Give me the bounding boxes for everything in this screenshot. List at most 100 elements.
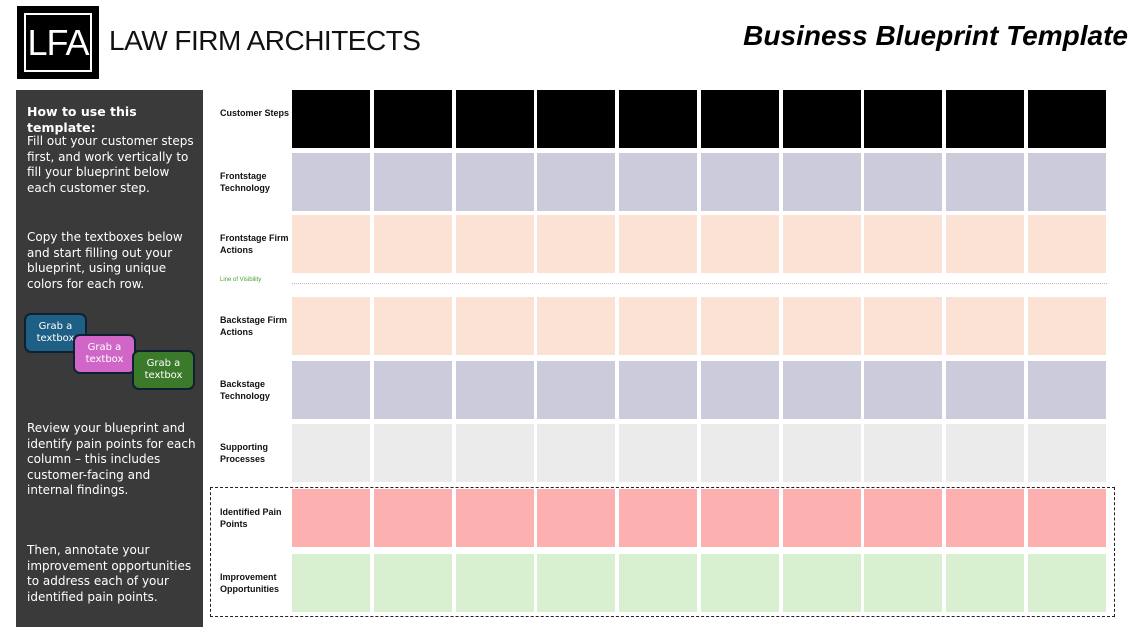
blueprint-cell[interactable] bbox=[292, 424, 370, 482]
blueprint-cell[interactable] bbox=[374, 215, 452, 273]
row-label: Improvement Opportunities bbox=[220, 572, 279, 594]
blueprint-cell[interactable] bbox=[456, 554, 534, 612]
blueprint-cell[interactable] bbox=[1028, 361, 1106, 419]
logo-text: LFA bbox=[24, 13, 92, 72]
blueprint-cell[interactable] bbox=[1028, 424, 1106, 482]
blueprint-cell[interactable] bbox=[374, 153, 452, 211]
blueprint-cell[interactable] bbox=[701, 90, 779, 148]
instructions-panel: How to use this template: Fill out your … bbox=[16, 90, 203, 627]
blueprint-cell[interactable] bbox=[946, 361, 1024, 419]
blueprint-cell[interactable] bbox=[374, 90, 452, 148]
blueprint-cell[interactable] bbox=[946, 489, 1024, 547]
blueprint-cell[interactable] bbox=[619, 215, 697, 273]
blueprint-cell[interactable] bbox=[1028, 215, 1106, 273]
blueprint-cell[interactable] bbox=[619, 424, 697, 482]
blueprint-cell[interactable] bbox=[701, 424, 779, 482]
blueprint-cell[interactable] bbox=[292, 489, 370, 547]
logo: LFA bbox=[17, 6, 99, 79]
blueprint-cell[interactable] bbox=[374, 361, 452, 419]
blueprint-cell[interactable] bbox=[537, 361, 615, 419]
blueprint-cell[interactable] bbox=[619, 554, 697, 612]
blueprint-cell[interactable] bbox=[537, 153, 615, 211]
blueprint-cell[interactable] bbox=[1028, 554, 1106, 612]
textbox-green[interactable]: Grab a textbox bbox=[132, 350, 195, 390]
blueprint-cell[interactable] bbox=[292, 153, 370, 211]
blueprint-cell[interactable] bbox=[701, 153, 779, 211]
blueprint-cell[interactable] bbox=[619, 297, 697, 355]
blueprint-cell[interactable] bbox=[619, 489, 697, 547]
blueprint-cell[interactable] bbox=[946, 554, 1024, 612]
blueprint-cell[interactable] bbox=[374, 297, 452, 355]
blueprint-cell[interactable] bbox=[537, 554, 615, 612]
blueprint-cell[interactable] bbox=[701, 554, 779, 612]
blueprint-cell[interactable] bbox=[864, 489, 942, 547]
blueprint-cell[interactable] bbox=[946, 90, 1024, 148]
blueprint-cell[interactable] bbox=[701, 489, 779, 547]
blueprint-cell[interactable] bbox=[619, 153, 697, 211]
blueprint-cell[interactable] bbox=[783, 424, 861, 482]
blueprint-cell[interactable] bbox=[864, 361, 942, 419]
line-of-visibility-label: Line of Visibility bbox=[220, 277, 262, 283]
blueprint-cell[interactable] bbox=[619, 361, 697, 419]
blueprint-cell[interactable] bbox=[619, 90, 697, 148]
blueprint-cell[interactable] bbox=[537, 90, 615, 148]
blueprint-cell[interactable] bbox=[864, 215, 942, 273]
blueprint-cell[interactable] bbox=[783, 361, 861, 419]
blueprint-cell[interactable] bbox=[374, 424, 452, 482]
row-label: Identified Pain Points bbox=[220, 507, 282, 529]
blueprint-cell[interactable] bbox=[864, 153, 942, 211]
blueprint-cell[interactable] bbox=[292, 215, 370, 273]
blueprint-cell[interactable] bbox=[456, 297, 534, 355]
blueprint-cell[interactable] bbox=[864, 424, 942, 482]
blueprint-cell[interactable] bbox=[374, 489, 452, 547]
blueprint-cell[interactable] bbox=[456, 215, 534, 273]
blueprint-cell[interactable] bbox=[701, 215, 779, 273]
blueprint-cell[interactable] bbox=[783, 153, 861, 211]
blueprint-cell[interactable] bbox=[864, 297, 942, 355]
row-label: Backstage Technology bbox=[220, 379, 270, 401]
blueprint-cell[interactable] bbox=[537, 297, 615, 355]
textbox-blue[interactable]: Grab a textbox bbox=[24, 313, 87, 353]
blueprint-cell[interactable] bbox=[783, 90, 861, 148]
blueprint-cell[interactable] bbox=[456, 361, 534, 419]
blueprint-cell[interactable] bbox=[783, 489, 861, 547]
blueprint-cell[interactable] bbox=[1028, 153, 1106, 211]
row-label: Frontstage Technology bbox=[220, 171, 270, 193]
blueprint-cell[interactable] bbox=[292, 554, 370, 612]
blueprint-cell[interactable] bbox=[374, 554, 452, 612]
row-label: Supporting Processes bbox=[220, 442, 268, 464]
row-label: Customer Steps bbox=[220, 108, 290, 118]
blueprint-cell[interactable] bbox=[456, 90, 534, 148]
brand-name: LAW FIRM ARCHITECTS bbox=[109, 25, 421, 56]
blueprint-cell[interactable] bbox=[292, 90, 370, 148]
blueprint-cell[interactable] bbox=[946, 153, 1024, 211]
blueprint-cell[interactable] bbox=[1028, 90, 1106, 148]
blueprint-cell[interactable] bbox=[946, 297, 1024, 355]
blueprint-cell[interactable] bbox=[864, 90, 942, 148]
blueprint-cell[interactable] bbox=[1028, 297, 1106, 355]
blueprint-cell[interactable] bbox=[537, 489, 615, 547]
blueprint-cell[interactable] bbox=[783, 215, 861, 273]
blueprint-cell[interactable] bbox=[701, 297, 779, 355]
instruction-step-3: Review your blueprint and identify pain … bbox=[27, 421, 196, 497]
blueprint-cell[interactable] bbox=[783, 297, 861, 355]
blueprint-cell[interactable] bbox=[946, 424, 1024, 482]
instruction-step-4: Then, annotate your improvement opportun… bbox=[27, 543, 192, 604]
blueprint-cell[interactable] bbox=[537, 215, 615, 273]
blueprint-cell[interactable] bbox=[946, 215, 1024, 273]
blueprint-cell[interactable] bbox=[537, 424, 615, 482]
line-of-visibility bbox=[292, 283, 1107, 284]
blueprint-cell[interactable] bbox=[864, 554, 942, 612]
textbox-pink[interactable]: Grab a textbox bbox=[73, 334, 136, 374]
blueprint-cell[interactable] bbox=[701, 361, 779, 419]
blueprint-cell[interactable] bbox=[456, 489, 534, 547]
blueprint-cell[interactable] bbox=[1028, 489, 1106, 547]
blueprint-cell[interactable] bbox=[783, 554, 861, 612]
blueprint-cell[interactable] bbox=[456, 153, 534, 211]
blueprint-cell[interactable] bbox=[292, 361, 370, 419]
blueprint-cell[interactable] bbox=[292, 297, 370, 355]
instructions-heading: How to use this template: bbox=[27, 104, 137, 135]
blueprint-cell[interactable] bbox=[456, 424, 534, 482]
page-title: Business Blueprint Template bbox=[743, 20, 1128, 51]
instruction-step-1: Fill out your customer steps first, and … bbox=[27, 134, 194, 195]
